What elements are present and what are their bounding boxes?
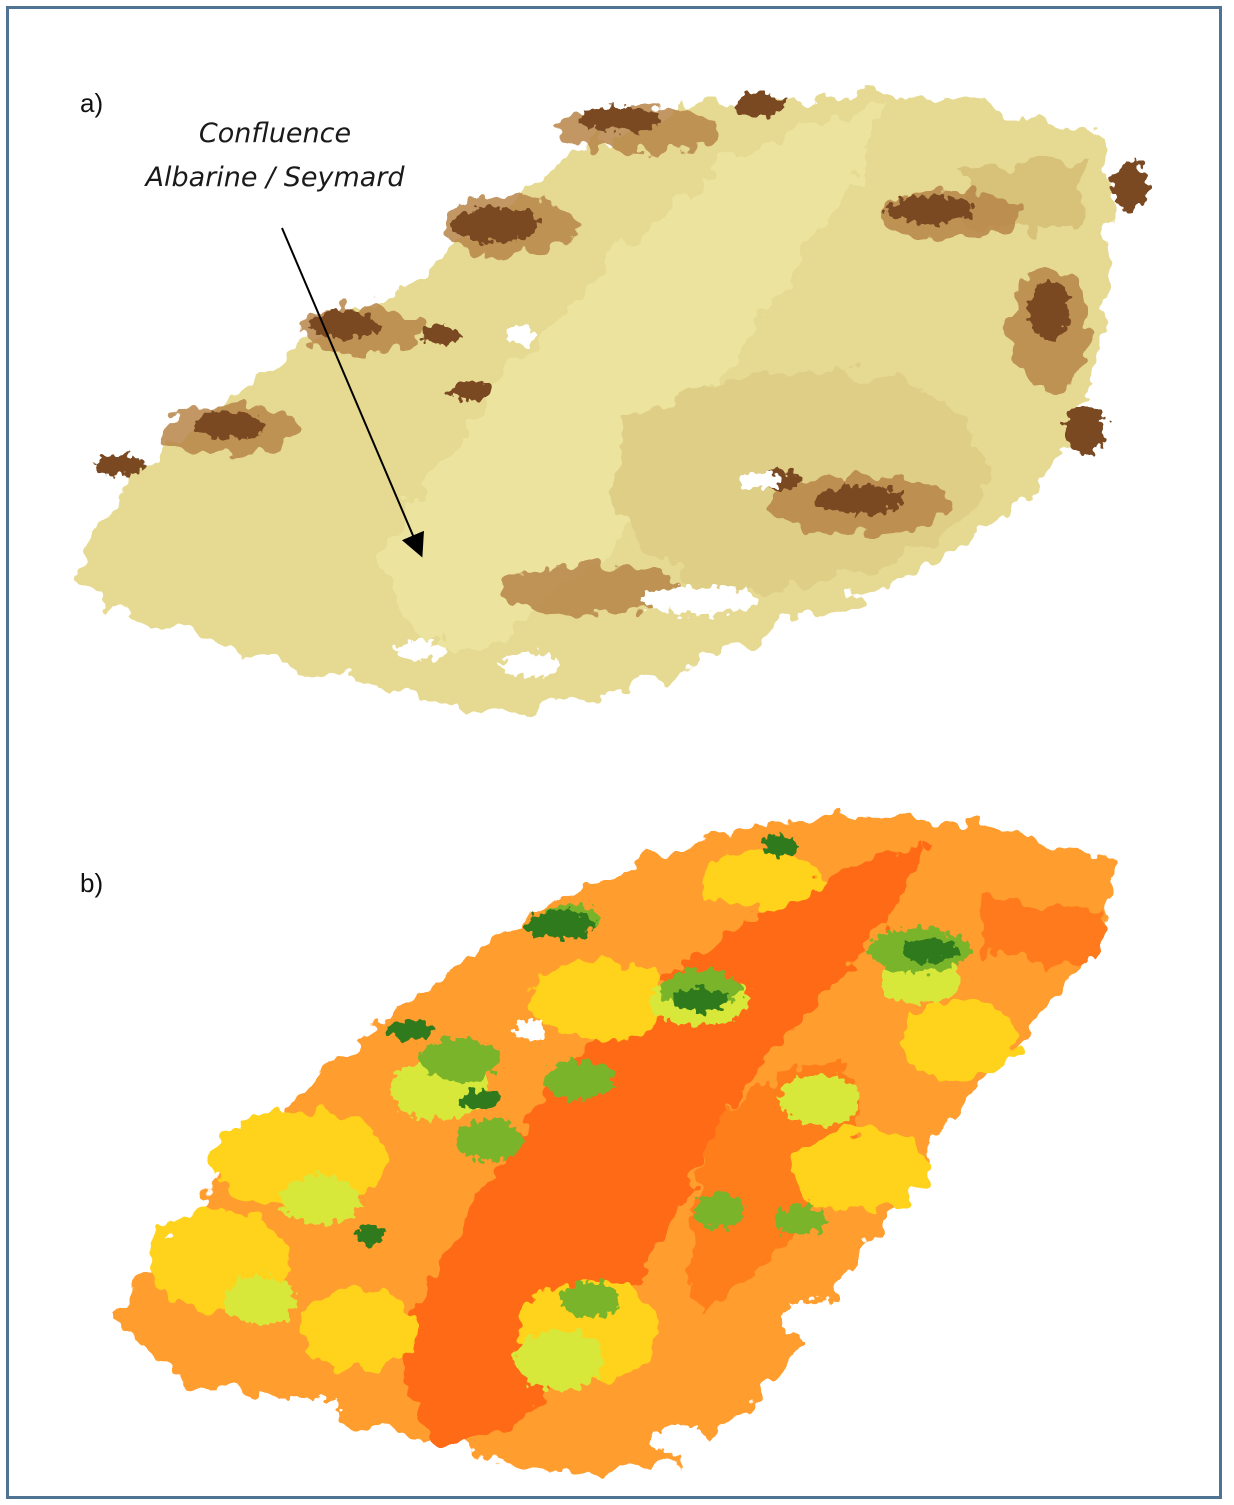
annotation-line-2: Albarine / Seymard: [145, 162, 405, 193]
panel-a-label: a): [80, 88, 104, 118]
panel-a-point-cloud: [70, 93, 1148, 711]
annotation-line-1: Confluence: [198, 118, 352, 149]
panel-b-label: b): [80, 868, 104, 898]
confluence-annotation: Confluence Albarine / Seymard: [130, 112, 420, 200]
confluence-arrow: [281, 227, 424, 558]
panel-b-point-cloud: [110, 814, 1111, 1474]
